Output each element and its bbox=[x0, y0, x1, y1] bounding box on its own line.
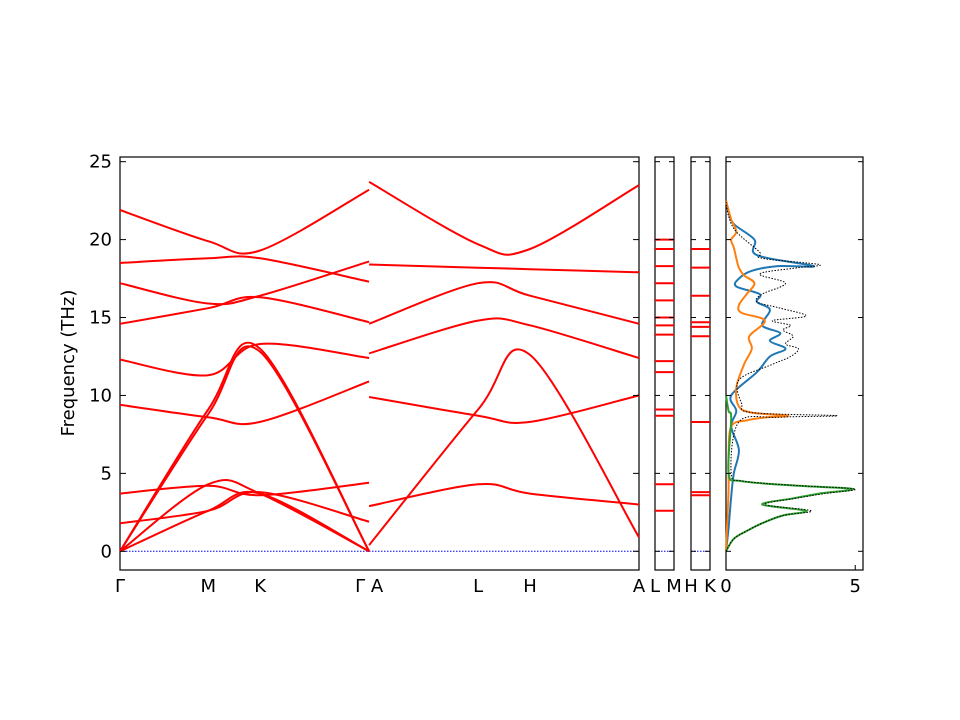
band-line bbox=[368, 482, 640, 508]
band-lines-h-k bbox=[691, 247, 710, 552]
dos-x-tick-label: 0 bbox=[720, 576, 731, 597]
dos-x-tick-label: 5 bbox=[850, 576, 861, 597]
band-panel-h-k bbox=[690, 156, 711, 571]
k-point-label: H bbox=[684, 576, 698, 597]
ticks-h-k bbox=[691, 161, 710, 552]
band-line bbox=[119, 342, 370, 377]
band-line bbox=[119, 188, 370, 255]
band-lines bbox=[119, 181, 640, 553]
k-point-label: M bbox=[200, 576, 216, 597]
y-tick-label: 0 bbox=[101, 541, 112, 562]
k-point-label: H bbox=[523, 576, 537, 597]
band-line bbox=[119, 490, 370, 553]
k-point-label: Γ bbox=[115, 576, 125, 597]
band-line bbox=[119, 260, 370, 306]
k-point-label: L bbox=[650, 576, 660, 597]
band-structure-frame bbox=[119, 156, 640, 571]
dos-line bbox=[725, 200, 790, 552]
ticks-l-m bbox=[655, 161, 674, 552]
dos-frame bbox=[725, 156, 864, 571]
y-tick-label: 5 bbox=[101, 463, 112, 484]
y-axis-label: Frequency (THz) bbox=[58, 290, 79, 437]
k-point-label: Γ A bbox=[355, 576, 384, 597]
band-line bbox=[119, 380, 370, 426]
band-line bbox=[119, 295, 370, 325]
band-line bbox=[369, 263, 640, 274]
band-structure-panel: 0 5 10 15 20 25 Frequency (THz) bbox=[58, 152, 640, 571]
dos-line bbox=[725, 395, 854, 552]
band-panel-h-k-frame bbox=[690, 156, 711, 571]
band-line bbox=[368, 348, 640, 546]
band-line bbox=[368, 394, 640, 424]
band-line bbox=[119, 491, 370, 525]
k-point-label: K bbox=[254, 576, 267, 597]
k-point-label: A bbox=[633, 576, 646, 597]
band-line bbox=[119, 255, 370, 283]
band-line bbox=[119, 481, 370, 497]
k-point-label: K bbox=[704, 576, 717, 597]
y-tick-label: 15 bbox=[89, 308, 112, 329]
band-line bbox=[368, 281, 640, 325]
band-line bbox=[368, 181, 640, 256]
y-tick-label: 20 bbox=[89, 230, 112, 251]
band-panel-l-m bbox=[654, 156, 675, 571]
band-line bbox=[119, 345, 370, 552]
y-axis-ticks: 0 5 10 15 20 25 bbox=[89, 152, 639, 562]
dos-line bbox=[725, 200, 856, 552]
band-line bbox=[368, 317, 640, 359]
dos-series bbox=[725, 200, 856, 552]
k-point-label: L bbox=[473, 576, 483, 597]
y-tick-label: 10 bbox=[89, 385, 112, 406]
band-line bbox=[119, 479, 370, 553]
y-tick-label: 25 bbox=[89, 152, 112, 173]
k-point-label: M bbox=[666, 576, 682, 597]
band-panel-l-m-frame bbox=[654, 156, 675, 571]
